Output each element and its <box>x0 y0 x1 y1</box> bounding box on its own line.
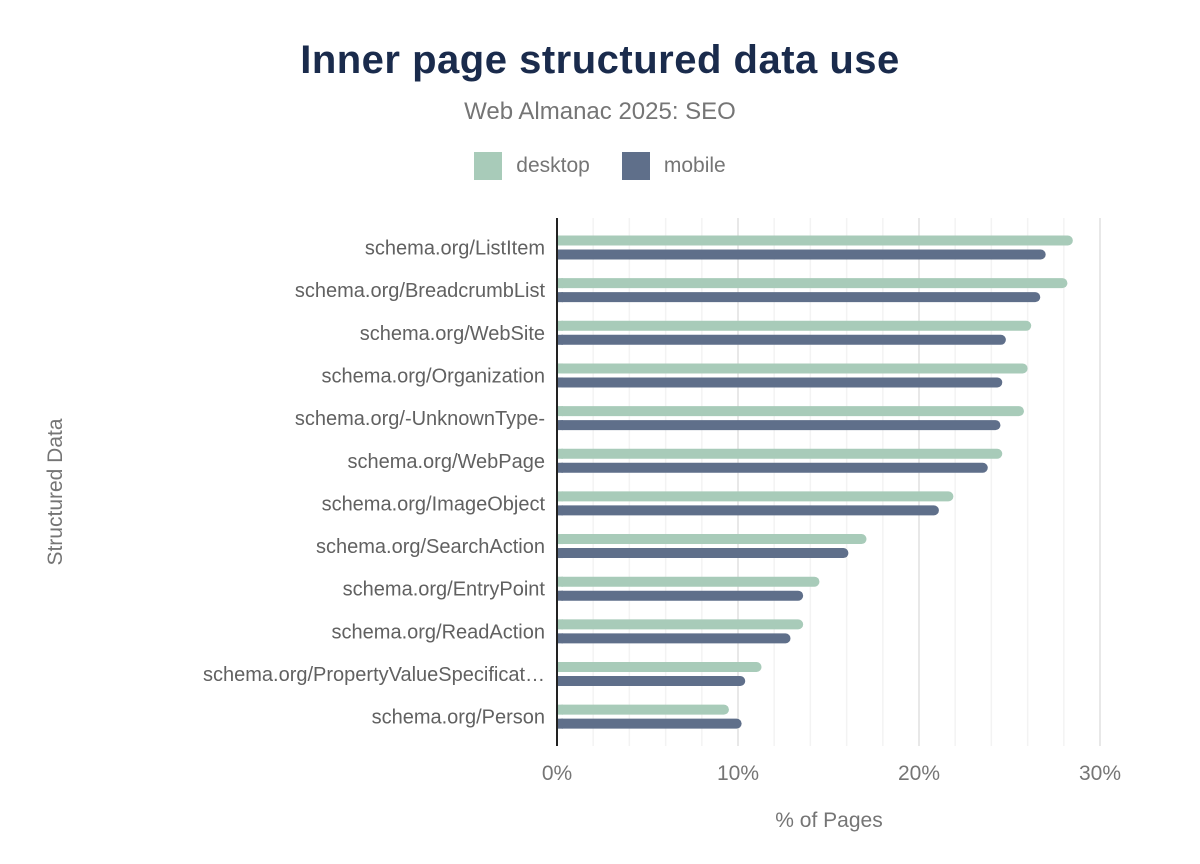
bar-mobile-base <box>557 420 563 431</box>
legend-swatch-desktop <box>474 152 503 180</box>
bar-mobile-base <box>557 334 563 345</box>
category-label: schema.org/SearchAction <box>316 536 545 558</box>
category-label: schema.org/BreadcrumbList <box>295 280 546 302</box>
category-label: schema.org/WebPage <box>347 451 545 473</box>
bar-desktop[interactable] <box>557 704 729 715</box>
chart-title: Inner page structured data use <box>300 38 900 82</box>
bar-mobile-base <box>557 718 563 729</box>
bar-desktop[interactable] <box>557 278 1068 289</box>
bar-desktop-base <box>557 619 563 630</box>
bar-mobile-base <box>557 505 563 516</box>
bar-mobile-base <box>557 249 563 260</box>
category-label: schema.org/PropertyValueSpecificat… <box>203 664 545 686</box>
bar-desktop-base <box>557 704 563 715</box>
bar-desktop-base <box>557 534 563 545</box>
bar-mobile[interactable] <box>557 548 849 559</box>
bar-mobile-base <box>557 462 563 473</box>
bar-desktop-base <box>557 406 563 417</box>
category-label: schema.org/ImageObject <box>322 493 546 515</box>
bar-desktop-base <box>557 491 563 502</box>
bar-mobile-base <box>557 633 563 644</box>
x-tick-label: 10% <box>717 762 759 785</box>
bar-desktop[interactable] <box>557 235 1073 246</box>
category-label: schema.org/-UnknownType- <box>295 408 545 430</box>
bar-mobile[interactable] <box>557 292 1041 303</box>
category-label: schema.org/Organization <box>322 365 545 387</box>
bar-mobile[interactable] <box>557 676 746 686</box>
bar-mobile[interactable] <box>557 718 742 729</box>
bar-mobile[interactable] <box>557 462 988 473</box>
bar-mobile-base <box>557 590 563 601</box>
bar-mobile[interactable] <box>557 505 939 516</box>
bar-mobile-base <box>557 548 563 559</box>
bar-desktop[interactable] <box>557 662 762 672</box>
bar-desktop[interactable] <box>557 576 820 587</box>
bar-desktop[interactable] <box>557 320 1032 331</box>
bar-mobile[interactable] <box>557 633 791 644</box>
category-labels: schema.org/ListItem schema.org/Breadcrumb… <box>203 238 545 729</box>
y-axis-label: Structured Data <box>44 418 67 565</box>
category-label: schema.org/ReadAction <box>332 621 545 643</box>
bar-desktop-base <box>557 448 563 459</box>
chart-subtitle: Web Almanac 2025: SEO <box>464 98 736 125</box>
bar-desktop-base <box>557 576 563 587</box>
bar-mobile[interactable] <box>557 377 1003 388</box>
bar-desktop[interactable] <box>557 363 1028 374</box>
bar-desktop[interactable] <box>557 406 1024 417</box>
category-label: schema.org/WebSite <box>360 323 545 345</box>
legend-item-desktop[interactable]: desktop <box>474 152 590 180</box>
bar-mobile-base <box>557 676 563 686</box>
x-tick-label: 20% <box>898 762 940 785</box>
bar-mobile[interactable] <box>557 334 1006 345</box>
bar-mobile[interactable] <box>557 420 1001 431</box>
bar-desktop-base <box>557 363 563 374</box>
legend-item-mobile[interactable]: mobile <box>621 152 726 180</box>
bar-desktop[interactable] <box>557 491 954 502</box>
bar-mobile[interactable] <box>557 590 804 601</box>
legend-label-desktop: desktop <box>516 154 590 177</box>
bar-desktop-base <box>557 320 563 331</box>
bar-mobile-base <box>557 292 563 303</box>
legend-swatch-mobile <box>621 152 650 180</box>
bar-desktop[interactable] <box>557 448 1003 459</box>
bars <box>557 235 1073 729</box>
bar-desktop-base <box>557 235 563 246</box>
bar-desktop-base <box>557 278 563 289</box>
bar-desktop[interactable] <box>557 534 867 545</box>
x-axis-label: % of Pages <box>775 809 882 832</box>
legend-label-mobile: mobile <box>663 154 726 177</box>
category-label: schema.org/ListItem <box>365 238 545 260</box>
x-tick-label: 30% <box>1079 762 1121 785</box>
bar-mobile[interactable] <box>557 249 1046 260</box>
bar-mobile-base <box>557 377 563 388</box>
legend: desktop mobile <box>0 152 1200 180</box>
x-tick-labels: 0% 10% 20% 30% <box>542 762 1121 785</box>
category-label: schema.org/Person <box>372 707 545 729</box>
bar-desktop-base <box>557 662 563 672</box>
x-tick-label: 0% <box>542 762 572 785</box>
bar-desktop[interactable] <box>557 619 804 630</box>
category-label: schema.org/EntryPoint <box>343 579 546 601</box>
gridlines <box>592 218 1101 746</box>
